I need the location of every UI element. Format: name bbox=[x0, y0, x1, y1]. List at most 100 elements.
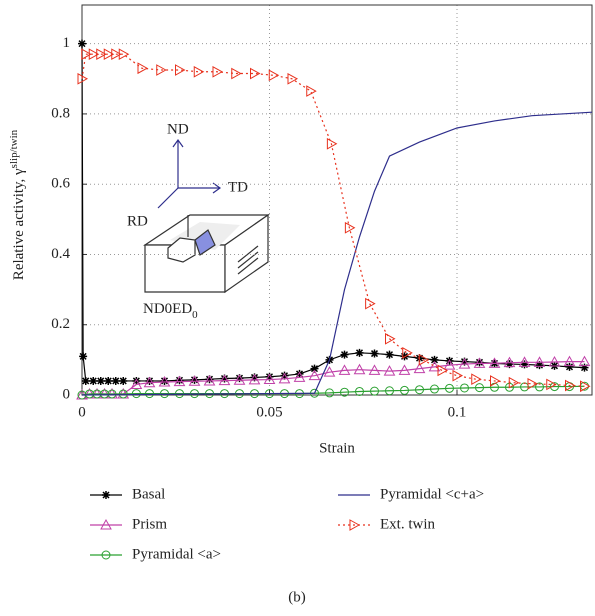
marker bbox=[430, 384, 439, 394]
marker bbox=[158, 375, 171, 387]
marker bbox=[203, 374, 216, 386]
marker bbox=[580, 363, 589, 372]
marker bbox=[565, 379, 576, 392]
marker bbox=[368, 364, 381, 375]
annotation-sub: 0 bbox=[192, 309, 198, 321]
marker bbox=[145, 376, 154, 385]
marker bbox=[111, 376, 120, 385]
marker bbox=[326, 137, 338, 150]
marker bbox=[503, 356, 516, 368]
marker bbox=[250, 373, 259, 382]
marker bbox=[77, 72, 89, 85]
marker bbox=[353, 363, 366, 375]
marker bbox=[340, 387, 349, 397]
marker bbox=[475, 383, 484, 393]
marker bbox=[518, 356, 531, 367]
marker bbox=[130, 378, 143, 389]
marker bbox=[475, 358, 484, 367]
marker bbox=[156, 64, 167, 76]
marker bbox=[355, 386, 364, 396]
marker bbox=[385, 332, 396, 345]
marker bbox=[287, 72, 299, 85]
marker bbox=[340, 350, 349, 359]
marker bbox=[460, 383, 469, 393]
y-axis-title-sup: slip/twin bbox=[8, 129, 20, 168]
marker bbox=[550, 382, 559, 392]
series-line bbox=[81, 43, 585, 382]
marker bbox=[398, 364, 411, 375]
marker bbox=[111, 48, 122, 61]
marker bbox=[415, 385, 424, 395]
marker bbox=[190, 375, 199, 384]
x-tick-label: 0 bbox=[78, 404, 86, 420]
marker bbox=[81, 48, 92, 61]
marker bbox=[103, 48, 115, 61]
marker bbox=[344, 221, 356, 234]
marker bbox=[175, 389, 184, 399]
legend-label: Basal bbox=[132, 486, 165, 502]
marker bbox=[458, 358, 471, 369]
marker bbox=[310, 364, 319, 373]
y-tick-label: 0.6 bbox=[51, 176, 70, 192]
marker bbox=[471, 373, 482, 386]
marker bbox=[205, 375, 214, 384]
marker bbox=[268, 69, 280, 82]
marker bbox=[145, 389, 154, 399]
marker bbox=[473, 357, 486, 368]
marker bbox=[263, 373, 276, 385]
marker bbox=[565, 362, 574, 371]
marker bbox=[308, 369, 321, 381]
marker bbox=[132, 376, 141, 385]
marker bbox=[443, 359, 456, 370]
marker bbox=[527, 377, 539, 390]
marker bbox=[218, 374, 231, 386]
marker bbox=[535, 382, 544, 392]
legend-label: Pyramidal <a> bbox=[132, 546, 221, 562]
y-tick-label: 0.4 bbox=[51, 246, 70, 262]
marker bbox=[385, 350, 394, 359]
marker bbox=[349, 519, 361, 531]
marker bbox=[88, 48, 100, 61]
marker bbox=[295, 369, 304, 378]
y-tick-label: 0.8 bbox=[51, 105, 70, 121]
marker bbox=[563, 355, 576, 367]
marker bbox=[355, 348, 364, 357]
marker bbox=[323, 366, 336, 377]
marker bbox=[548, 355, 561, 367]
marker bbox=[235, 374, 244, 383]
marker bbox=[78, 39, 86, 48]
marker bbox=[437, 364, 449, 377]
marker bbox=[89, 376, 98, 385]
marker bbox=[250, 67, 261, 80]
marker bbox=[520, 360, 529, 369]
marker bbox=[104, 376, 113, 385]
marker bbox=[535, 361, 544, 370]
marker bbox=[102, 491, 110, 499]
caption: (b) bbox=[288, 589, 306, 605]
marker bbox=[188, 375, 201, 386]
legend-label: Pyramidal <c+a> bbox=[380, 486, 484, 502]
x-axis-title: Strain bbox=[319, 440, 355, 456]
marker bbox=[383, 365, 396, 376]
marker bbox=[385, 386, 394, 396]
marker bbox=[428, 360, 441, 372]
annotation: TD bbox=[228, 179, 248, 195]
marker bbox=[193, 65, 205, 78]
marker bbox=[231, 67, 242, 80]
marker bbox=[508, 376, 520, 389]
marker bbox=[79, 352, 88, 361]
marker bbox=[400, 385, 409, 395]
legend-label: Ext. twin bbox=[380, 516, 435, 532]
annotation: ND bbox=[167, 121, 189, 137]
marker bbox=[160, 376, 169, 385]
marker bbox=[107, 389, 117, 399]
marker bbox=[160, 389, 169, 399]
plot-frame bbox=[81, 4, 593, 396]
inset bbox=[143, 138, 270, 294]
legend-label: Prism bbox=[132, 516, 167, 532]
y-axis-title: Relative activity, γslip/twin bbox=[8, 129, 28, 280]
annotation: RD bbox=[127, 213, 148, 229]
marker bbox=[402, 346, 413, 359]
marker bbox=[96, 48, 107, 61]
